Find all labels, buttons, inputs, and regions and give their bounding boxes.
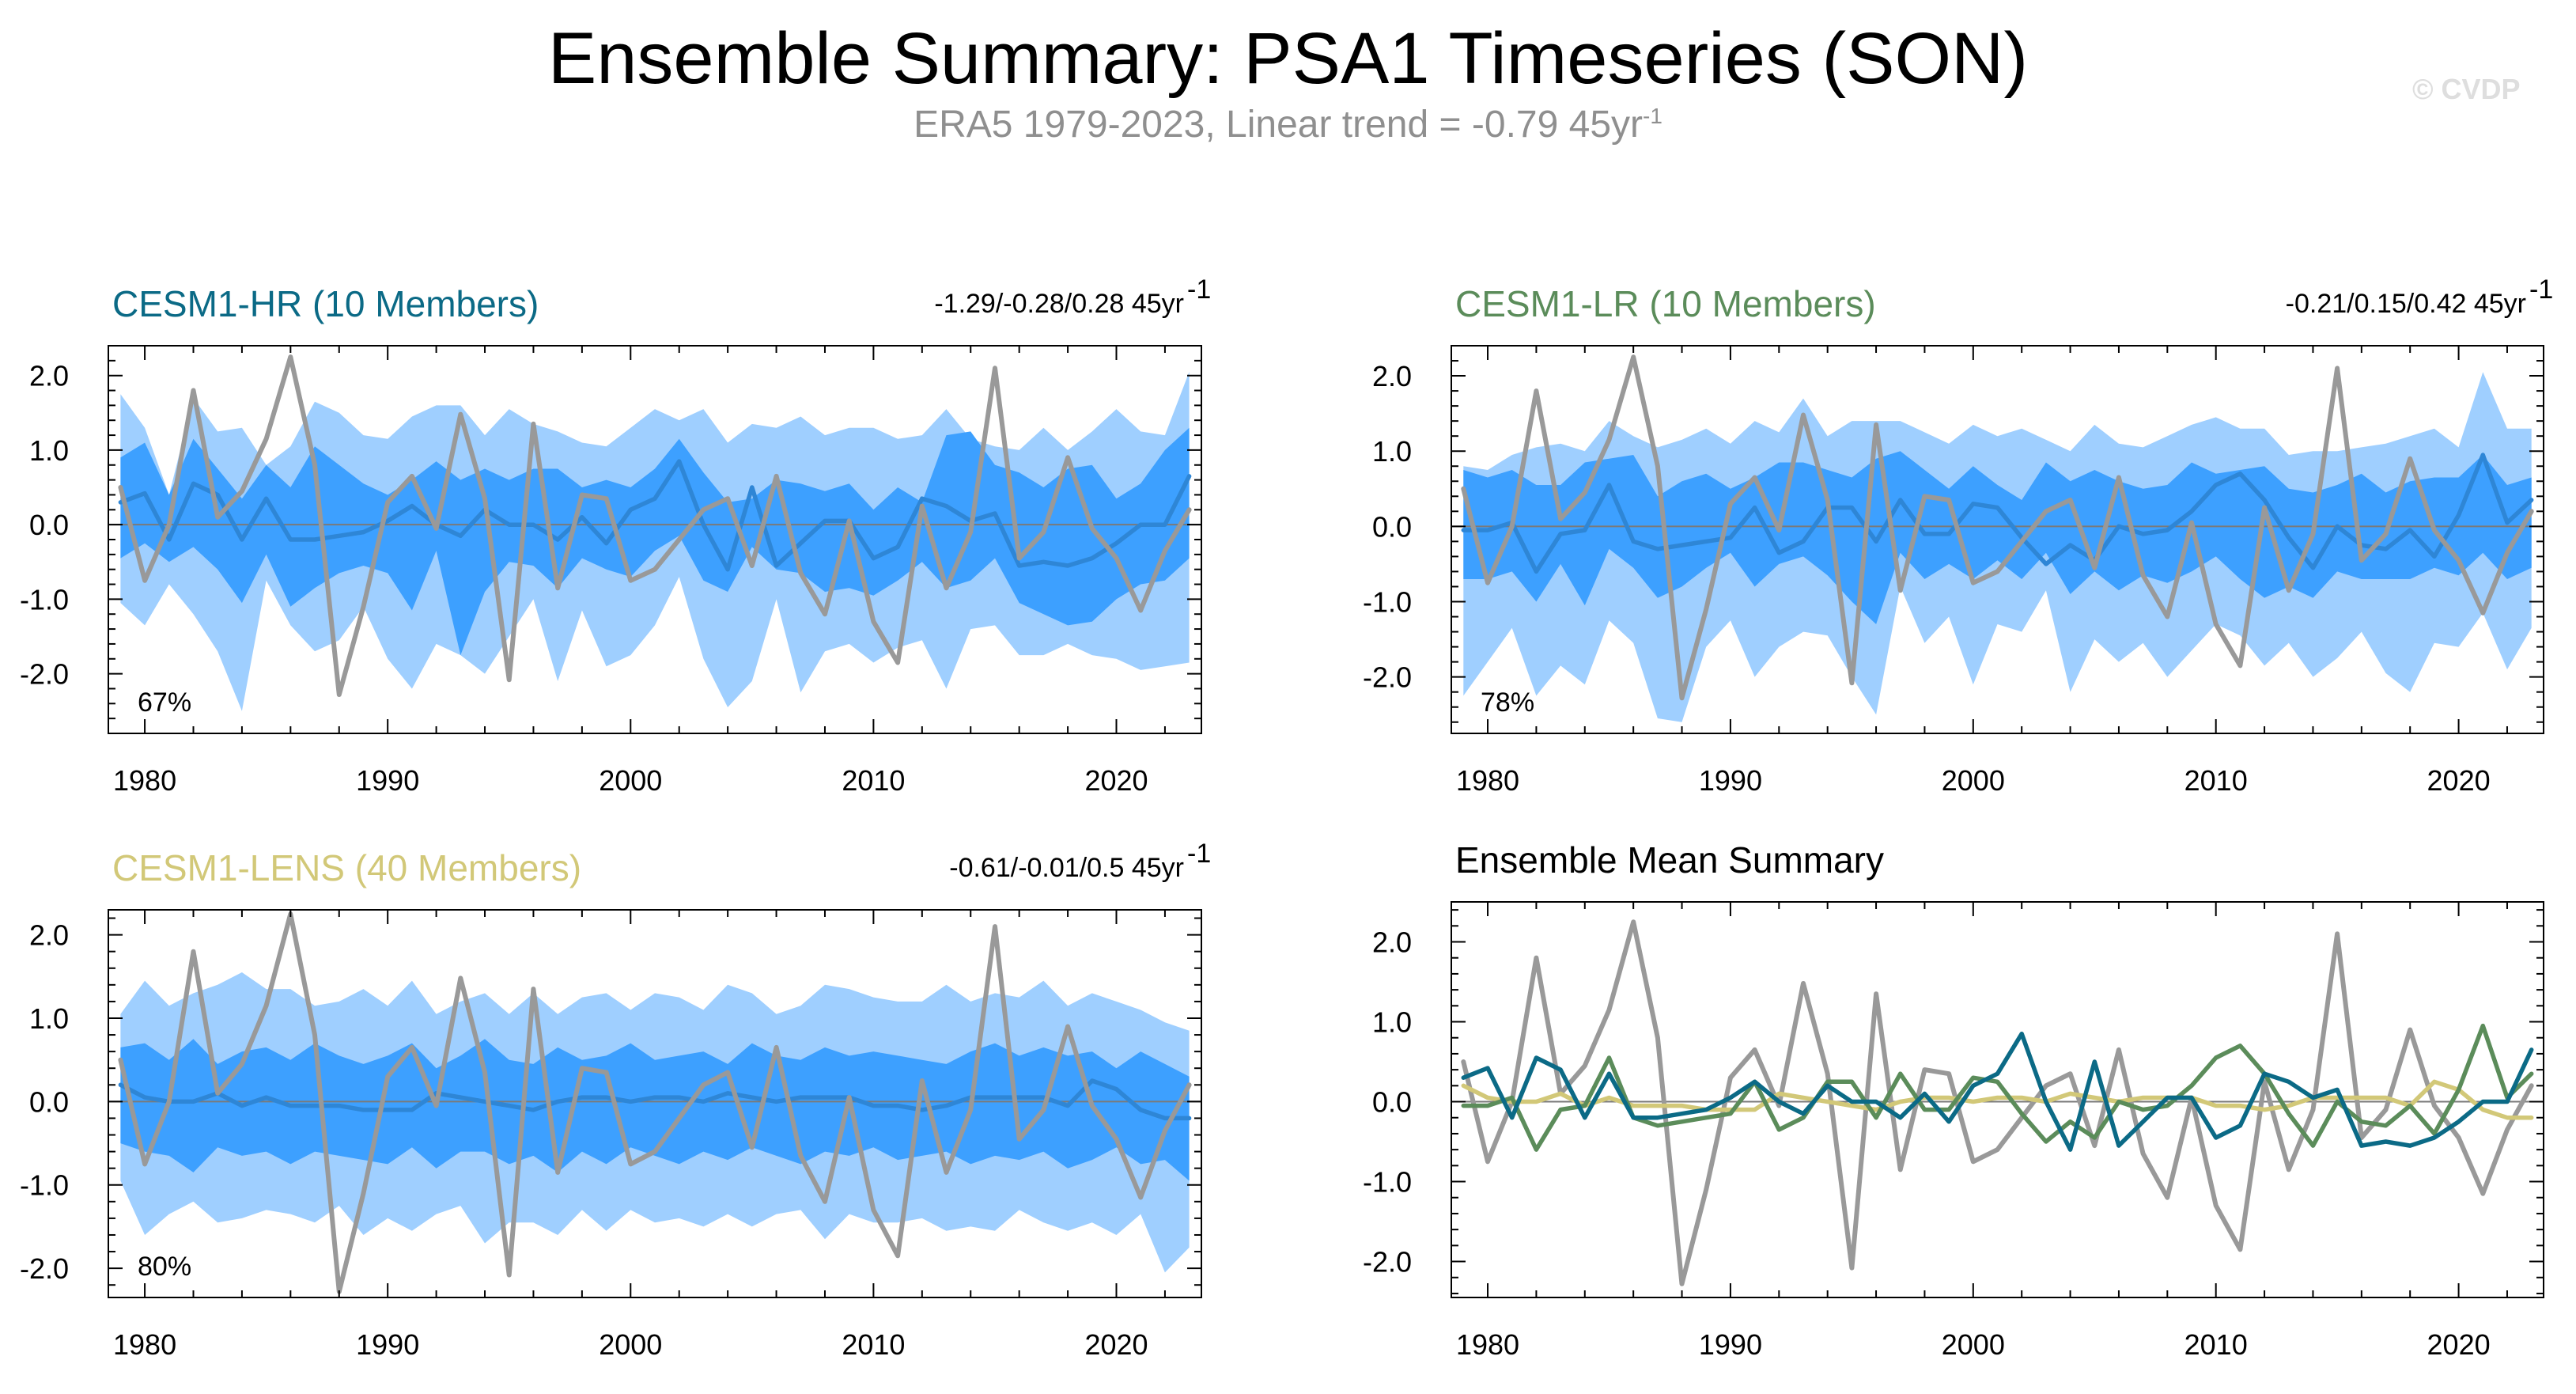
x-tick-label: 2010 — [2184, 1328, 2248, 1361]
series-observed — [1461, 354, 2534, 701]
x-tick-label: 2020 — [1084, 1328, 1148, 1361]
series-ensemble_mean — [118, 1078, 1192, 1121]
panel-trend: -0.61/-0.01/0.5 45yr — [949, 853, 1184, 883]
x-tick-label: 2010 — [842, 764, 905, 797]
panel-title: CESM1-LENS (40 Members) — [112, 847, 581, 888]
series-lr_mean — [1461, 1023, 2534, 1152]
y-tick-label: -2.0 — [20, 1252, 69, 1285]
x-tick-label: 2000 — [599, 1328, 662, 1361]
x-tick-label: 1980 — [1456, 1328, 1519, 1361]
panel-trend-exponent: -1 — [2529, 275, 2553, 305]
percent-label: 78% — [1481, 688, 1534, 718]
y-tick-label: -1.0 — [1363, 1166, 1412, 1199]
y-tick-label: -1.0 — [20, 1169, 69, 1202]
y-tick-label: 2.0 — [29, 360, 69, 392]
x-tick-label: 2010 — [2184, 764, 2248, 797]
y-tick-label: 0.0 — [29, 509, 69, 541]
x-tick-label: 1990 — [1699, 1328, 1762, 1361]
y-tick-label: 1.0 — [1372, 435, 1412, 468]
panel-trend: -0.21/0.15/0.42 45yr — [2286, 289, 2526, 319]
y-tick-label: 2.0 — [1372, 926, 1412, 959]
panel-title: CESM1-LR (10 Members) — [1455, 283, 1876, 324]
y-tick-label: -2.0 — [20, 658, 69, 691]
y-tick-label: 0.0 — [1372, 510, 1412, 543]
series-lens_mean — [1461, 1079, 2534, 1120]
y-tick-label: 1.0 — [1372, 1006, 1412, 1039]
inner-band — [1463, 451, 2532, 624]
x-tick-label: 1990 — [356, 1328, 419, 1361]
x-tick-label: 2010 — [842, 1328, 905, 1361]
y-tick-label: -1.0 — [20, 583, 69, 616]
x-tick-label: 1980 — [113, 764, 176, 797]
x-tick-label: 2020 — [2427, 764, 2491, 797]
panel-trend-exponent: -1 — [1187, 839, 1211, 869]
subtitle-text: ERA5 1979-2023, Linear trend = -0.79 45y… — [914, 104, 1644, 146]
panel-lr: CESM1-LR (10 Members) -0.21/0.15/0.42 45y… — [1363, 275, 2553, 797]
percent-label: 67% — [138, 688, 191, 718]
y-tick-label: -2.0 — [1363, 1246, 1412, 1278]
series-observed — [118, 354, 1192, 697]
y-tick-label: 0.0 — [29, 1085, 69, 1118]
y-tick-label: 2.0 — [29, 919, 69, 952]
series-ensemble_mean — [118, 459, 1192, 572]
percent-label: 80% — [138, 1252, 191, 1282]
x-tick-label: 2020 — [2427, 1328, 2491, 1361]
plot-frame — [1451, 345, 2544, 734]
panel-summary: Ensemble Mean Summary 1980 1990 2000 2010 202… — [1363, 839, 2544, 1361]
series-hr_mean — [1461, 1031, 2534, 1152]
panel-hr: CESM1-HR (10 Members) -1.29/-0.28/0.28 45… — [20, 275, 1211, 797]
page-subtitle: ERA5 1979-2023, Linear trend = -0.79 45y… — [0, 103, 2576, 146]
plot-frame — [108, 909, 1202, 1298]
y-tick-label: 1.0 — [29, 434, 69, 467]
panel-trend-exponent: -1 — [1187, 275, 1211, 305]
subtitle-exponent: -1 — [1643, 104, 1662, 128]
y-tick-label: 0.0 — [1372, 1086, 1412, 1119]
y-tick-label: 1.0 — [29, 1002, 69, 1035]
plot-frame — [1451, 901, 2544, 1298]
x-tick-label: 1990 — [1699, 764, 1762, 797]
x-tick-label: 2000 — [1942, 764, 2005, 797]
series-observed — [118, 911, 1192, 1294]
panel-lens: CESM1-LENS (40 Members) -0.61/-0.01/0.5 4… — [20, 839, 1211, 1361]
y-tick-label: 2.0 — [1372, 360, 1412, 392]
y-tick-label: -2.0 — [1363, 661, 1412, 694]
x-tick-label: 1990 — [356, 764, 419, 797]
y-tick-label: -1.0 — [1363, 585, 1412, 618]
x-tick-label: 2000 — [599, 764, 662, 797]
series-ensemble_mean — [1461, 453, 2534, 574]
x-tick-label: 1980 — [113, 1328, 176, 1361]
x-tick-label: 2000 — [1942, 1328, 2005, 1361]
panel-trend: -1.29/-0.28/0.28 45yr — [934, 289, 1184, 319]
panel-title: CESM1-HR (10 Members) — [112, 283, 539, 324]
cvdp-watermark: © CVDP — [2412, 73, 2521, 105]
page-title: Ensemble Summary: PSA1 Timeseries (SON) — [547, 18, 2029, 99]
series-observed — [1461, 919, 2534, 1286]
x-tick-label: 1980 — [1456, 764, 1519, 797]
panel-title: Ensemble Mean Summary — [1455, 839, 1884, 881]
inner-band — [120, 427, 1190, 656]
x-tick-label: 2020 — [1084, 764, 1148, 797]
